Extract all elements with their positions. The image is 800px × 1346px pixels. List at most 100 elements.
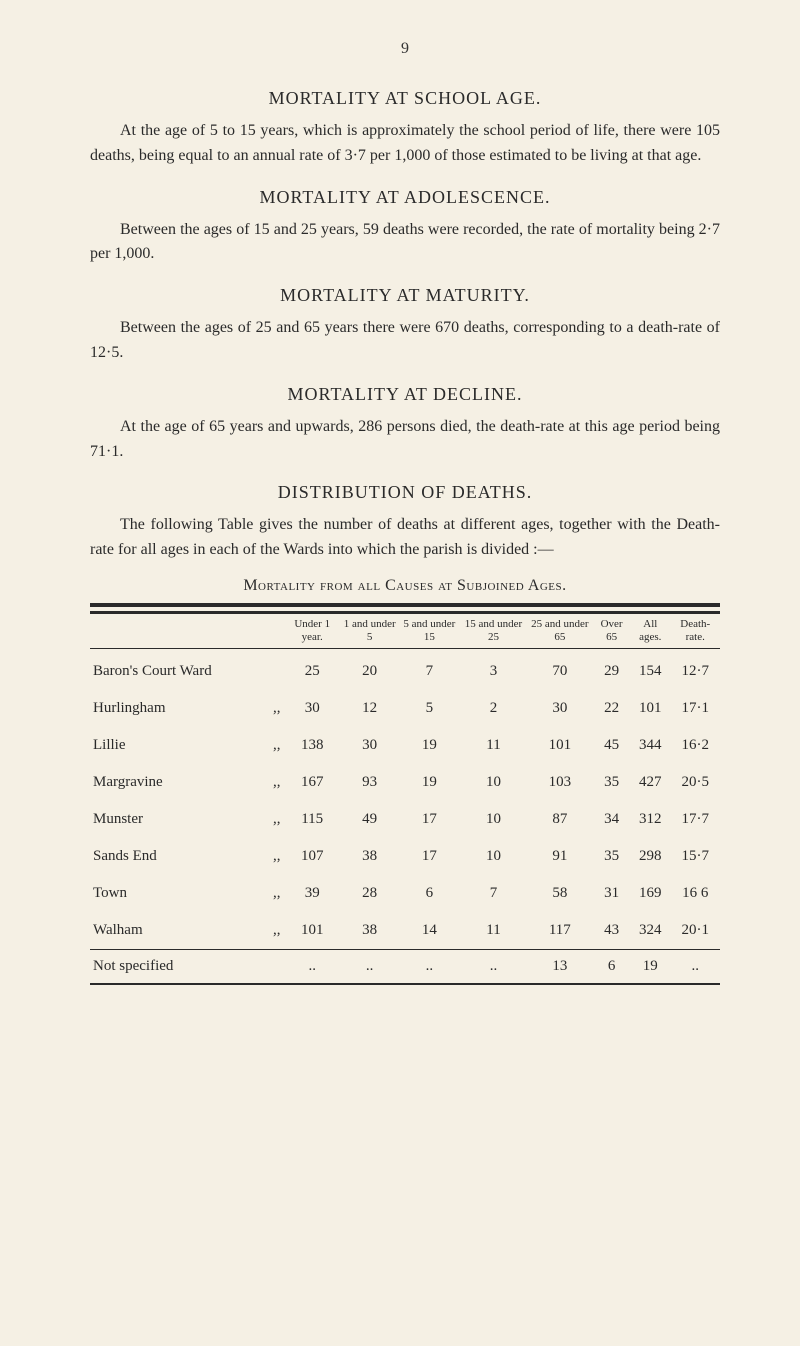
table-cell: 16 6: [670, 875, 720, 912]
table-cell: 43: [593, 912, 630, 950]
table-cell: 30: [284, 690, 341, 727]
table-cell: 344: [630, 727, 670, 764]
table-cell: 117: [527, 912, 593, 950]
row-label: Munster,,: [90, 801, 284, 838]
heading-school: MORTALITY AT SCHOOL AGE.: [90, 88, 720, 109]
table-header-cell: Death-rate.: [670, 612, 720, 648]
table-cell: 19: [398, 764, 460, 801]
table-cell: 45: [593, 727, 630, 764]
table-header-cell: 25 and under 65: [527, 612, 593, 648]
table-cell: ..: [341, 950, 398, 985]
table-cell: 312: [630, 801, 670, 838]
table-cell: 103: [527, 764, 593, 801]
para-distribution: The following Table gives the number of …: [90, 513, 720, 563]
table-cell: 39: [284, 875, 341, 912]
table-cell: 38: [341, 838, 398, 875]
table-body: Baron's Court Ward252073702915412·7Hurli…: [90, 649, 720, 985]
ditto-mark: ,,: [273, 922, 281, 939]
table-header-cell: Under 1 year.: [284, 612, 341, 648]
table-row: Margravine,,1679319101033542720·5: [90, 764, 720, 801]
page-container: 9 MORTALITY AT SCHOOL AGE. At the age of…: [0, 0, 800, 1015]
table-cell: 20·5: [670, 764, 720, 801]
table-top-rule: [90, 603, 720, 607]
table-cell: 298: [630, 838, 670, 875]
table-row: Lillie,,1383019111014534416·2: [90, 727, 720, 764]
table-cell: 19: [630, 950, 670, 985]
table-cell: 169: [630, 875, 670, 912]
row-label: Margravine,,: [90, 764, 284, 801]
ditto-mark: ,,: [273, 700, 281, 717]
table-cell: 17: [398, 801, 460, 838]
table-row: Munster,,115491710873431217·7: [90, 801, 720, 838]
table-header-cell: [90, 612, 284, 648]
table-cell: 5: [398, 690, 460, 727]
table-cell: 87: [527, 801, 593, 838]
page-number: 9: [90, 40, 720, 58]
table-cell: 101: [527, 727, 593, 764]
table-header-cell: Over 65: [593, 612, 630, 648]
table-cell: 17: [398, 838, 460, 875]
row-label: Sands End,,: [90, 838, 284, 875]
table-row: Not specified........13619..: [90, 950, 720, 985]
table-cell: 34: [593, 801, 630, 838]
table-cell: 11: [460, 912, 526, 950]
table-cell: 15·7: [670, 838, 720, 875]
table-cell: 6: [398, 875, 460, 912]
row-label: Town,,: [90, 875, 284, 912]
table-cell: 2: [460, 690, 526, 727]
table-cell: 138: [284, 727, 341, 764]
table-cell: 35: [593, 764, 630, 801]
row-label: Walham,,: [90, 912, 284, 950]
para-decline: At the age of 65 years and upwards, 286 …: [90, 415, 720, 465]
table-cell: 17·1: [670, 690, 720, 727]
table-cell: 10: [460, 838, 526, 875]
table-header-cell: All ages.: [630, 612, 670, 648]
table-cell: 101: [284, 912, 341, 950]
table-cell: ..: [670, 950, 720, 985]
table-cell: 58: [527, 875, 593, 912]
table-row: Hurlingham,,301252302210117·1: [90, 690, 720, 727]
table-cell: 29: [593, 649, 630, 691]
para-maturity: Between the ages of 25 and 65 years ther…: [90, 316, 720, 366]
table-cell: 35: [593, 838, 630, 875]
table-cell: 16·2: [670, 727, 720, 764]
table-row: Baron's Court Ward252073702915412·7: [90, 649, 720, 691]
heading-maturity: MORTALITY AT MATURITY.: [90, 285, 720, 306]
table-cell: 17·7: [670, 801, 720, 838]
table-cell: 154: [630, 649, 670, 691]
table-cell: 13: [527, 950, 593, 985]
table-header-row: Under 1 year.1 and under 55 and under 15…: [90, 612, 720, 648]
table-cell: 14: [398, 912, 460, 950]
table-cell: 38: [341, 912, 398, 950]
table-cell: 324: [630, 912, 670, 950]
ditto-mark: ,,: [273, 848, 281, 865]
table-header-cell: 15 and under 25: [460, 612, 526, 648]
table-caption: Mortality from all Causes at Subjoined A…: [90, 577, 720, 595]
table-cell: 3: [460, 649, 526, 691]
para-adolescence: Between the ages of 15 and 25 years, 59 …: [90, 218, 720, 268]
table-cell: 93: [341, 764, 398, 801]
table-cell: 427: [630, 764, 670, 801]
table-head: Under 1 year.1 and under 55 and under 15…: [90, 612, 720, 648]
ditto-mark: ,,: [273, 737, 281, 754]
table-cell: 107: [284, 838, 341, 875]
table-cell: 115: [284, 801, 341, 838]
table-header-cell: 1 and under 5: [341, 612, 398, 648]
table-cell: 30: [341, 727, 398, 764]
table-header-cell: 5 and under 15: [398, 612, 460, 648]
ditto-mark: ,,: [273, 774, 281, 791]
table-cell: 20·1: [670, 912, 720, 950]
table-cell: 10: [460, 764, 526, 801]
table-cell: 10: [460, 801, 526, 838]
table-cell: 20: [341, 649, 398, 691]
mortality-table: Under 1 year.1 and under 55 and under 15…: [90, 611, 720, 985]
table-cell: 19: [398, 727, 460, 764]
table-row: Town,,392867583116916 6: [90, 875, 720, 912]
heading-decline: MORTALITY AT DECLINE.: [90, 384, 720, 405]
row-label: Baron's Court Ward: [90, 649, 284, 691]
table-row: Sands End,,107381710913529815·7: [90, 838, 720, 875]
table-cell: 25: [284, 649, 341, 691]
row-label: Lillie,,: [90, 727, 284, 764]
table-cell: 91: [527, 838, 593, 875]
row-label: Not specified: [90, 950, 284, 985]
